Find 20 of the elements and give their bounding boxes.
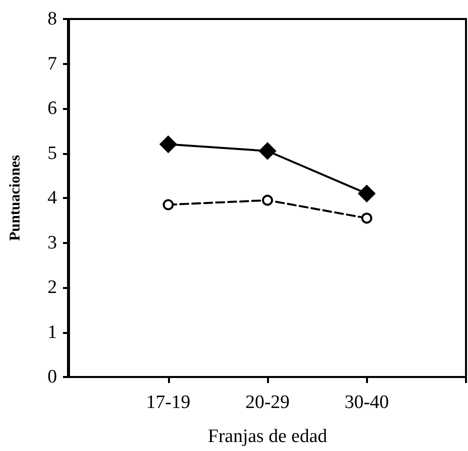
point <box>262 194 273 206</box>
point <box>162 199 174 210</box>
point <box>259 142 276 160</box>
point <box>160 136 177 153</box>
x-tick-label: 30-40 <box>344 392 389 413</box>
point <box>358 185 376 202</box>
y-tick-label: 4 <box>48 188 58 208</box>
y-tick-label: 8 <box>48 8 57 30</box>
y-tick-label: 7 <box>48 53 57 74</box>
y-tick-label: 0 <box>48 366 57 388</box>
x-tick-label: 20-29 <box>245 392 290 413</box>
y-axis-title: Puntuaciones <box>8 154 24 241</box>
y-tick-label: 5 <box>48 142 57 164</box>
x-axis-title: Franjas de edad <box>208 426 328 447</box>
y-tick-label: 2 <box>48 277 57 298</box>
y-tick-label: 1 <box>48 322 57 343</box>
y-tick-label: 6 <box>48 98 57 119</box>
x-tick-label: 17-19 <box>146 392 190 413</box>
point <box>361 212 372 224</box>
y-tick-label: 3 <box>48 232 57 254</box>
